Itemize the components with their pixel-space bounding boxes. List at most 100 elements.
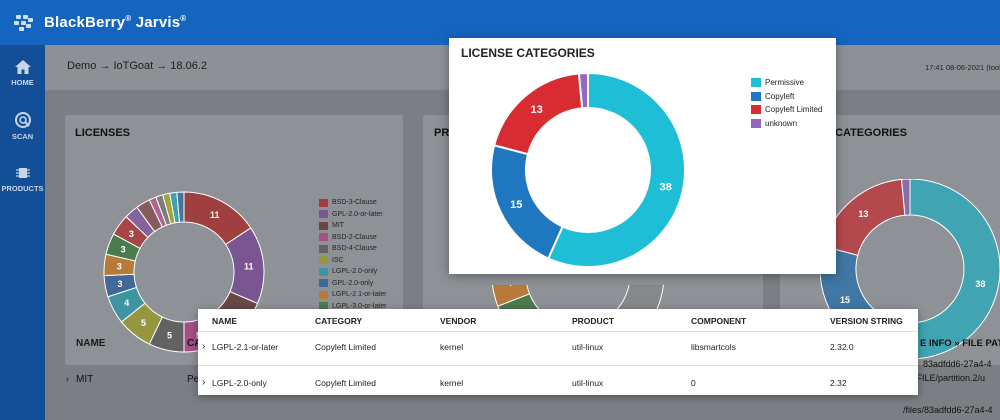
sidebar-item-products[interactable]: PRODUCTS [0,154,45,204]
legend-swatch [319,244,328,253]
table-header-vendor[interactable]: VENDOR [440,316,477,326]
sidebar-item-label: HOME [11,78,34,87]
expand-row-icon[interactable]: › [202,377,206,388]
home-icon [14,60,31,74]
legend-swatch [751,78,761,88]
legend-label: Copyleft Limited [765,105,823,115]
slice-value-label: 5 [141,318,146,328]
slice-value-label: 3 [121,244,126,254]
legend-swatch [319,267,328,276]
legend-item[interactable]: LGPL-2.1-or-later [319,289,403,301]
blackberry-logo-icon [14,13,34,33]
card-title: LICENSES [75,127,131,139]
table-row[interactable]: › LGPL-2.0-only Copyleft Limited kernel … [198,365,918,395]
donut-slice[interactable] [546,71,686,268]
bg-table-header-file-path: E INFO » FILE PATH [920,338,1000,349]
legend-swatch [319,221,328,230]
table-header-product[interactable]: PRODUCT [572,316,615,326]
legend-item[interactable]: Copyleft Limited [751,103,822,117]
legend-item[interactable]: GPL-2.0-or-later [319,209,403,221]
bg-table-row-name: MIT [76,374,94,385]
slice-value-label: 15 [840,295,850,305]
table-cell-product: util-linux [572,342,604,352]
legend-item[interactable]: unknown [751,117,822,131]
legend-swatch [319,279,328,288]
slice-value-label: 13 [858,209,868,219]
table-header-category[interactable]: CATEGORY [315,316,363,326]
table-cell-component: libsmartcols [691,342,736,352]
slice-value-label: 38 [660,182,672,194]
legend-item[interactable]: LGPL-2.0-only [319,266,403,278]
legend-label: BSD-2-Clause [332,233,377,241]
legend-label: GPL-2.0-only [332,279,374,287]
table-row[interactable]: › LGPL-2.1-or-later Copyleft Limited ker… [198,331,918,365]
slice-value-label: 38 [975,279,985,289]
breadcrumb[interactable]: Demo → IoTGoat → 18.06.2 [67,60,208,72]
donut-slice[interactable] [901,179,911,216]
slice-value-label: 5 [167,331,172,341]
slice-value-label: 3 [129,229,134,239]
expand-row-icon[interactable]: › [66,374,69,384]
table-cell-name: LGPL-2.0-only [212,378,267,388]
legend-label: BSD-4-Clause [332,245,377,253]
slice-value-label: 11 [210,210,220,220]
legend-label: unknown [765,118,798,128]
scan-icon [14,112,31,128]
donut-slice[interactable] [492,285,531,307]
legend-item[interactable]: Permissive [751,76,822,90]
sidebar-item-label: PRODUCTS [1,184,44,193]
licenses-donut-chart: 1111855543333 [103,191,265,353]
license-categories-donut-chart: 38 15 13 [490,71,686,268]
table-header-component[interactable]: COMPONENT [691,316,747,326]
table-cell-component: 0 [691,378,696,388]
bg-table-row-category: Pe [187,374,200,385]
license-categories-popup: LICENSE CATEGORIES 38 15 13 Permissive Copy… [449,38,836,274]
legend-label: ISC [332,256,344,264]
legend-swatch [319,210,328,219]
legend-item[interactable]: Copyleft [751,90,822,104]
table-header-version[interactable]: VERSION STRING [830,316,903,326]
legend-label: MIT [332,222,345,230]
table-cell-vendor: kernel [440,378,464,388]
legend-item[interactable]: BSD-4-Clause [319,243,403,255]
legend-swatch [751,91,761,101]
sidebar: HOME SCAN PRODUCTS [0,45,45,420]
legend-item[interactable]: ISC [319,255,403,267]
legend-swatch [319,302,328,311]
table-cell-version: 2.32.0 [830,342,854,352]
table-cell-version: 2.32 [830,378,847,388]
scan-timestamp: 17:41 08-06-2021 (took [925,63,1000,72]
table-cell-category: Copyleft Limited [315,378,376,388]
card-title: CATEGORIES [835,127,907,139]
legend-swatch [751,118,761,128]
donut-slice[interactable] [176,191,185,223]
popup-title: LICENSE CATEGORIES [461,46,595,60]
table-cell-name: LGPL-2.1-or-later [212,342,279,352]
legend-item[interactable]: BSD-3-Clause [319,197,403,209]
license-details-table: NAME CATEGORY VENDOR PRODUCT COMPONENT V… [198,309,918,395]
bg-table-header-name: NAME [76,338,106,349]
table-header-name[interactable]: NAME [212,316,238,326]
legend-item[interactable]: GPL-2.0-only [319,278,403,290]
donut-slice[interactable] [490,144,564,260]
slice-value-label: 11 [244,261,254,271]
legend-label: Permissive [765,78,805,88]
legend-item[interactable]: BSD-2-Clause [319,232,403,244]
legend-swatch [319,233,328,242]
slice-value-label: 15 [510,199,522,211]
legend-label: GPL-2.0-or-later [332,210,383,218]
legend-item[interactable]: MIT [319,220,403,232]
slice-value-label: 13 [530,104,542,116]
sidebar-item-scan[interactable]: SCAN [0,101,45,151]
legend-label: Copyleft [765,91,795,101]
bg-table-file-path: 83adfdd6-27a4-4 [923,359,992,369]
legend-label: LGPL-2.0-only [332,268,378,276]
chip-icon [15,168,30,178]
legend-item[interactable]: LGPL-3.0-or-later [319,301,403,313]
bg-table-file-path: /files/83adfdd6-27a4-4 [903,405,993,415]
expand-row-icon[interactable]: › [202,341,206,352]
donut-slice[interactable] [577,71,589,110]
app-title: BlackBerry® Jarvis® [44,14,187,31]
table-cell-category: Copyleft Limited [315,342,376,352]
sidebar-item-home[interactable]: HOME [0,48,45,98]
